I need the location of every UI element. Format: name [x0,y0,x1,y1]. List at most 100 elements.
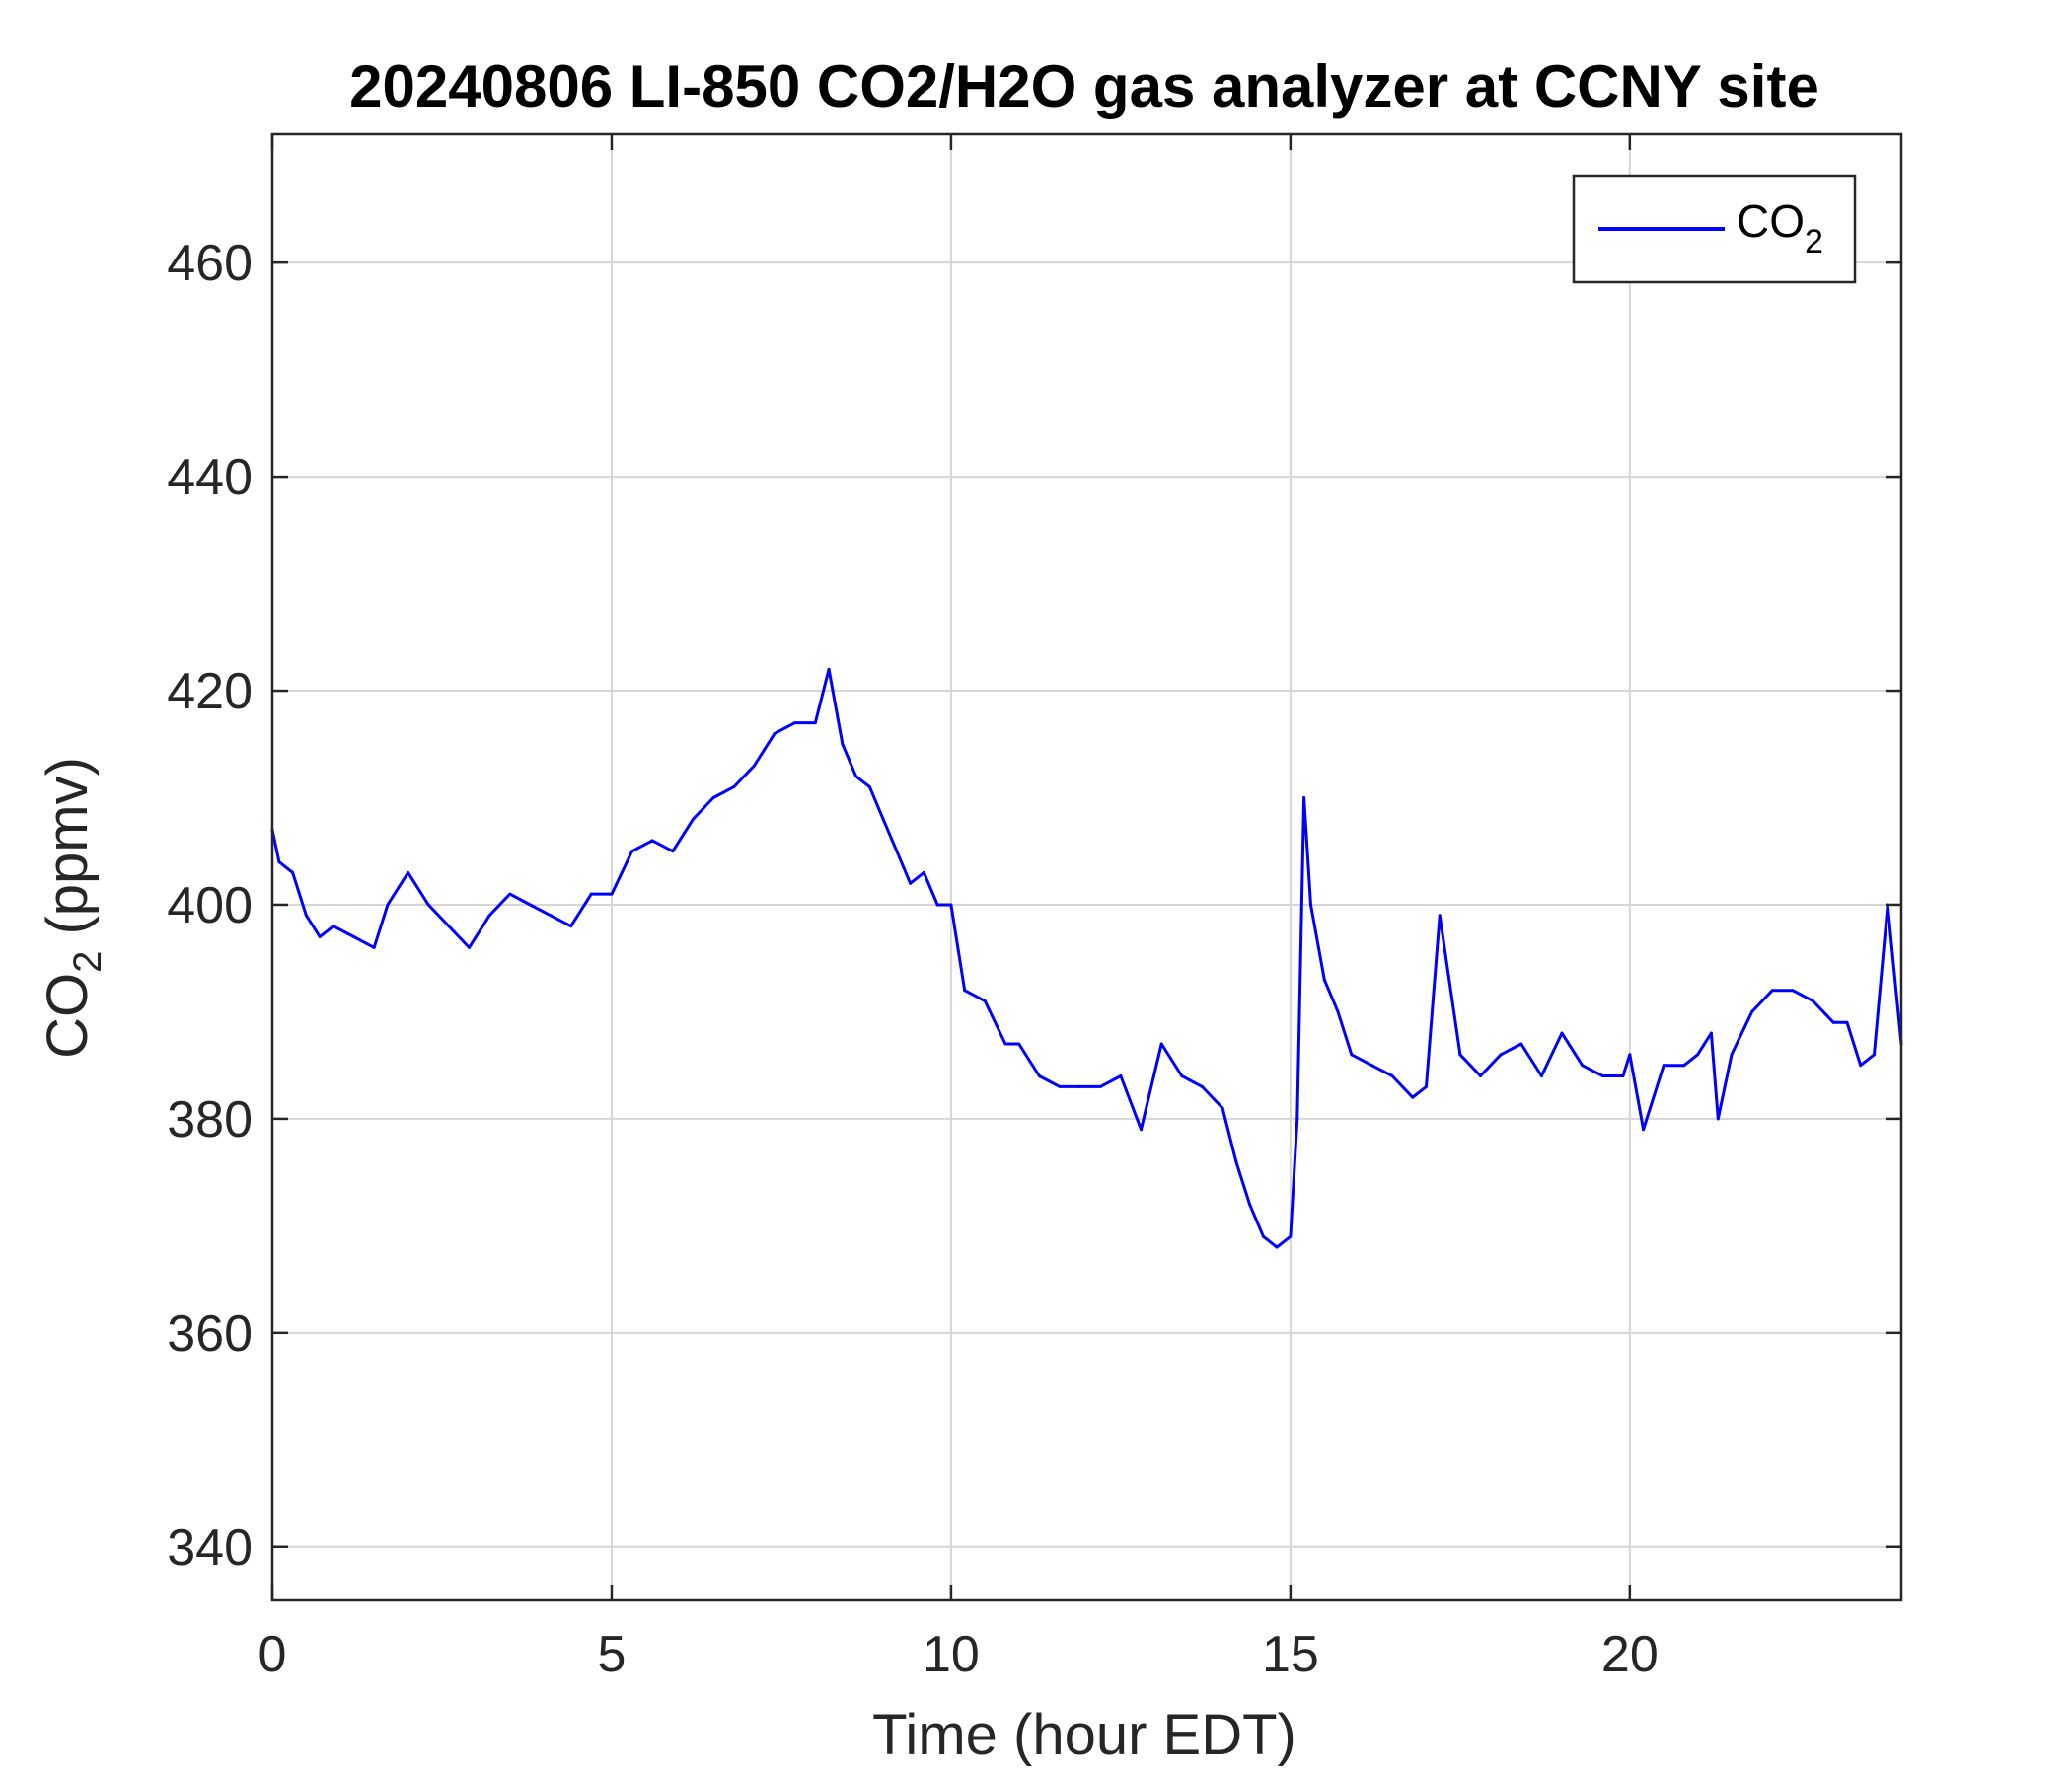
data-point [1560,1031,1564,1035]
data-point [610,892,614,896]
x-axis-label: Time (hour EDT) [872,1703,1296,1767]
data-point [895,850,899,853]
y-tick-label: 440 [167,449,253,506]
data-point [1078,1084,1082,1088]
data-point [352,935,356,939]
data-point [1458,1053,1462,1057]
data-point [1234,1159,1238,1163]
data-point [1003,1042,1007,1046]
data-point [650,839,654,843]
data-point [692,817,696,821]
data-point [1581,1064,1585,1068]
data-point [1058,1084,1062,1088]
data-point [1369,1064,1373,1068]
data-point [426,903,430,907]
data-point [528,903,532,907]
axes-box [270,132,1903,1602]
data-point [1438,914,1442,918]
data-point [1037,1074,1041,1078]
data-point [1859,1064,1863,1068]
data-point [1322,978,1326,982]
data-point [1017,1042,1021,1046]
y-tick-label: 420 [167,663,253,720]
data-point [1519,1042,1523,1046]
legend: CO2 [1572,174,1857,284]
data-point [983,999,987,1003]
y-axis-label-rest: (ppmv) [36,757,100,951]
data-point [277,860,281,864]
data-point [569,925,573,928]
data-point [1411,1095,1415,1099]
data-point [1221,1106,1224,1110]
data-point [1750,1009,1754,1013]
data-point [1336,1009,1340,1013]
data-point [1424,1084,1428,1088]
data-point [1098,1084,1102,1088]
series-layer [270,667,1903,1249]
data-point [671,850,675,853]
data-point [1478,1074,1482,1078]
data-point [1662,1064,1665,1068]
y-tick-label: 360 [167,1305,253,1363]
data-point [1302,795,1306,799]
data-point [827,667,831,671]
y-tick-label: 460 [167,235,253,292]
data-point [1200,1084,1204,1088]
y-axis-label-base: CO [36,973,100,1059]
data-point [752,764,756,768]
x-tick-label: 15 [1262,1626,1319,1683]
data-point [549,914,553,918]
data-point [935,903,939,907]
data-point [1642,1128,1646,1132]
data-point [487,914,491,918]
data-point [1600,1074,1604,1078]
data-point [711,795,715,799]
data-point [841,742,845,746]
data-point [732,785,736,789]
data-point [1248,1203,1252,1207]
data-point [1499,1053,1503,1057]
data-point [1770,989,1774,993]
axes [270,132,1903,1602]
data-point [1845,1020,1849,1024]
data-point [1716,1117,1720,1121]
data-point [1682,1064,1686,1068]
data-point [1791,989,1795,993]
data-point [1180,1074,1184,1078]
data-point [318,935,322,939]
series-line-co2 [270,667,1903,1249]
x-tick-label: 20 [1601,1626,1659,1683]
data-point [1275,1245,1279,1249]
data-point [467,945,471,949]
data-point [332,925,335,928]
data-point [773,731,777,735]
data-point [304,914,308,918]
legend-label-subscript: 2 [1805,223,1823,260]
data-point [589,892,593,896]
data-point [1159,1042,1163,1046]
legend-label: CO2 [1737,195,1823,260]
data-point [909,881,913,885]
data-point [291,870,295,874]
y-axis-label-subscript: 2 [66,951,110,973]
y-tick-label: 340 [167,1519,253,1577]
data-point [407,870,410,874]
data-point [1628,1053,1632,1057]
data-point [949,903,953,907]
grid [271,134,1901,1600]
data-point [386,903,390,907]
data-point [922,870,925,874]
data-point [1730,1053,1734,1057]
data-point [447,925,451,928]
data-point [1812,999,1815,1003]
data-point [793,721,797,725]
data-point [1390,1074,1394,1078]
data-point [1621,1074,1625,1078]
legend-label-base: CO [1737,195,1805,247]
data-point [1261,1234,1265,1238]
data-point [1289,1234,1293,1238]
data-point [813,721,817,725]
data-point [372,945,376,949]
tick-labels: 0 5 10 15 20 340 360 380 400 420 440 460 [167,235,1659,1683]
